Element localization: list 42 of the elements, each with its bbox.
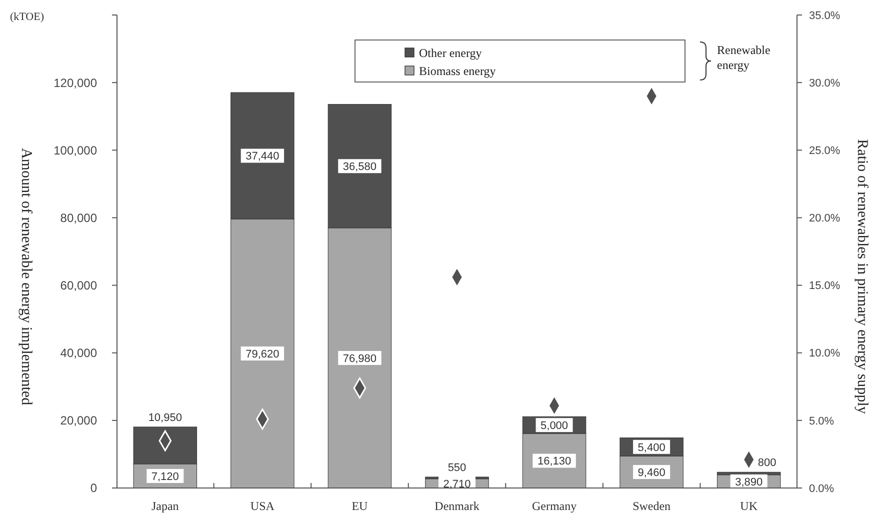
- x-tick-label: EU: [352, 499, 368, 513]
- data-label: 76,980: [342, 352, 377, 365]
- y2-tick-label: 10.0%: [809, 348, 840, 360]
- data-label: 3,890: [735, 476, 763, 488]
- y2-tick-label: 25.0%: [809, 144, 840, 157]
- x-tick-label: Denmark: [434, 499, 480, 513]
- text: (kTOE): [10, 11, 44, 23]
- y2-tick-label: 0.0%: [809, 482, 834, 495]
- y-tick-label: 60,000: [60, 278, 98, 292]
- legend-title: Renewable energy: [717, 43, 770, 72]
- data-label: 10,950: [148, 412, 182, 424]
- y-tick-label: 40,000: [60, 346, 98, 360]
- data-label: 800: [758, 457, 776, 470]
- data-label: 37,440: [246, 150, 280, 163]
- data-label: 5,000: [540, 420, 568, 432]
- data-label: 2,710: [443, 478, 471, 490]
- x-tick-label: UK: [740, 499, 758, 513]
- x-tick-label: USA: [250, 499, 275, 513]
- y-axis-title: Amount of renewable energy implemented: [18, 148, 34, 406]
- y2-tick-label: 30.0%: [809, 77, 840, 90]
- y-tick-label: 80,000: [60, 210, 98, 225]
- y-tick-label: 20,000: [60, 414, 98, 428]
- y2-tick-label: 35.0%: [809, 10, 840, 22]
- data-label: 550: [448, 462, 466, 474]
- y2-axis-title: Ratio of renewables in primary energy supply: [854, 139, 870, 414]
- y2-tick-label: 20.0%: [809, 212, 840, 225]
- y-tick-label: 120,000: [54, 76, 98, 90]
- x-tick-label: Sweden: [632, 499, 671, 513]
- y-tick-label: 100,000: [54, 143, 98, 158]
- x-tick-label: Japan: [151, 499, 179, 513]
- y2-tick-label: 15.0%: [809, 280, 840, 292]
- y2-tick-label: 5.0%: [809, 415, 834, 428]
- legend-label: Biomass energy: [419, 64, 496, 78]
- x-tick-label: Germany: [532, 499, 577, 513]
- data-label: 16,130: [537, 456, 572, 468]
- data-label: 79,620: [246, 348, 280, 360]
- legend-label: Other energy: [419, 46, 482, 60]
- data-label: 9,460: [638, 466, 666, 479]
- data-label: 7,120: [151, 470, 179, 483]
- y-tick-label: 0: [90, 481, 98, 496]
- data-label: 5,400: [638, 442, 666, 454]
- data-label: 36,580: [342, 160, 377, 173]
